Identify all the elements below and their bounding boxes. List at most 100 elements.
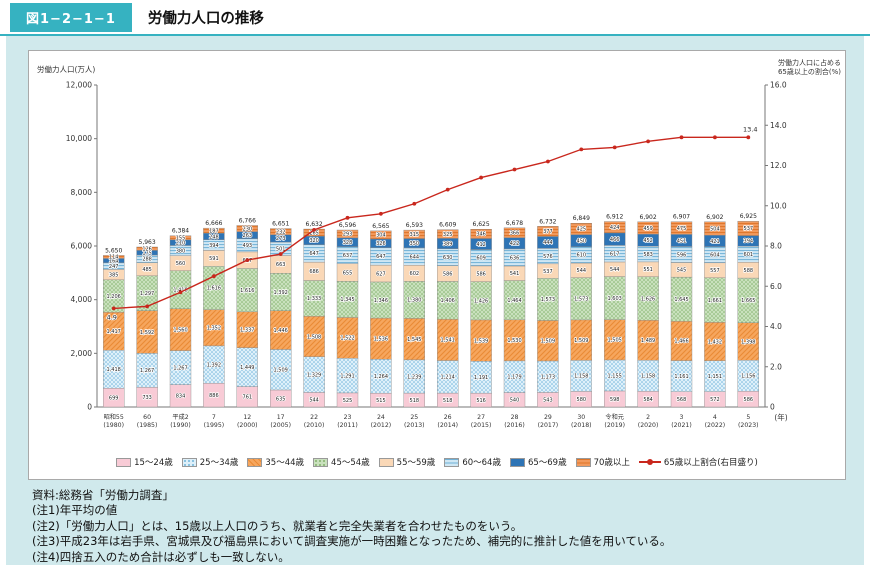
svg-text:350: 350 [410,241,420,247]
svg-text:1,297: 1,297 [140,291,154,297]
svg-text:452: 452 [643,238,653,244]
svg-text:385: 385 [109,272,119,278]
svg-text:1,380: 1,380 [407,298,421,304]
figure-number-badge: 図1−2−1−1 [10,2,132,32]
svg-text:1,173: 1,173 [541,374,555,380]
svg-text:(2020): (2020) [638,422,659,429]
svg-text:588: 588 [744,268,754,274]
svg-text:1,539: 1,539 [474,338,488,344]
legend-swatch [116,457,132,467]
svg-text:516: 516 [476,398,486,404]
svg-text:6,902: 6,902 [706,214,723,221]
svg-text:466: 466 [610,237,620,243]
svg-text:293: 293 [343,232,353,238]
svg-text:1,508: 1,508 [307,334,321,340]
svg-text:13.4: 13.4 [743,125,757,133]
svg-text:0: 0 [770,403,775,412]
svg-text:1,329: 1,329 [307,372,321,378]
svg-text:(1985): (1985) [137,422,158,429]
svg-text:733: 733 [142,395,152,401]
svg-text:644: 644 [410,254,420,260]
svg-text:630: 630 [443,255,453,261]
svg-text:647: 647 [309,251,319,257]
svg-text:10.0: 10.0 [770,201,787,210]
svg-text:493: 493 [243,243,253,249]
chart-panel: 0 2,000 4,000 6,000 8,000 10,000 12,000 0 2.0 4.0… [28,50,846,480]
legend-item-line: 65歳以上割合(右目盛り) [638,456,758,468]
legend-item: 15〜24歳 [116,456,173,468]
svg-text:1,418: 1,418 [107,367,121,373]
svg-text:114: 114 [109,255,119,261]
legend-swatch [313,457,329,467]
svg-text:544: 544 [610,267,620,273]
svg-text:5,650: 5,650 [105,247,122,254]
svg-text:17: 17 [277,414,285,421]
svg-text:1,158: 1,158 [641,374,655,380]
svg-text:450: 450 [577,238,587,244]
svg-text:1,267: 1,267 [173,365,187,371]
svg-text:1,267: 1,267 [140,368,154,374]
legend-swatch [509,457,525,467]
svg-text:1,264: 1,264 [374,374,388,380]
svg-text:886: 886 [209,393,219,399]
svg-text:60: 60 [143,414,151,421]
svg-text:164: 164 [109,258,119,264]
svg-text:(2018): (2018) [571,422,592,429]
svg-text:(年): (年) [774,412,787,422]
svg-text:583: 583 [643,252,653,258]
svg-text:(1980): (1980) [103,422,124,429]
svg-text:175: 175 [142,251,152,257]
svg-text:126: 126 [142,246,152,252]
svg-text:6,766: 6,766 [239,217,256,224]
svg-text:1,179: 1,179 [507,374,521,380]
svg-text:273: 273 [276,236,286,242]
legend-item: 25〜34歳 [181,456,239,468]
svg-text:26: 26 [444,414,452,421]
svg-text:584: 584 [643,397,653,403]
legend-label: 25〜34歳 [199,458,239,468]
svg-text:591: 591 [209,256,219,262]
svg-text:543: 543 [543,398,553,404]
svg-text:1,665: 1,665 [741,298,755,304]
svg-text:232: 232 [276,229,286,235]
svg-text:1,191: 1,191 [474,375,488,381]
legend-item: 45〜54歳 [313,456,370,468]
svg-text:1,603: 1,603 [608,296,622,302]
svg-text:7: 7 [212,414,216,421]
svg-text:(2011): (2011) [337,422,358,429]
svg-text:1,156: 1,156 [741,374,755,380]
svg-text:389: 389 [443,241,453,247]
svg-text:4,000: 4,000 [71,295,93,304]
source-line: 資料:総務省「労働力調査」 [32,488,174,502]
svg-text:28: 28 [511,414,519,421]
svg-text:304: 304 [376,233,386,239]
svg-text:2,000: 2,000 [71,349,93,358]
svg-text:265: 265 [309,230,319,236]
svg-text:187: 187 [209,228,219,234]
svg-text:1,573: 1,573 [541,297,555,303]
svg-text:155: 155 [176,236,186,242]
svg-text:27: 27 [477,414,485,421]
svg-text:1,661: 1,661 [708,298,722,304]
svg-text:(2021): (2021) [671,422,692,429]
svg-text:(2016): (2016) [504,422,525,429]
legend-label: 45〜54歳 [331,458,370,468]
svg-text:598: 598 [610,397,620,403]
svg-text:29: 29 [544,414,552,421]
svg-text:(1990): (1990) [170,422,191,429]
note-line: (注3)平成23年は岩手県、宮城県及び福島県において調査実施が一時困難となったた… [32,534,672,549]
svg-text:1,509: 1,509 [541,339,555,345]
svg-text:(2019): (2019) [604,422,625,429]
svg-text:5: 5 [746,414,750,421]
svg-text:1,509: 1,509 [274,368,288,374]
svg-text:1,206: 1,206 [107,294,121,300]
svg-text:288: 288 [142,257,152,263]
svg-text:1,541: 1,541 [441,338,455,344]
svg-text:247: 247 [109,264,119,270]
legend-item: 55〜59歳 [378,456,435,468]
svg-text:(2023): (2023) [738,422,759,429]
svg-text:655: 655 [343,270,353,276]
svg-text:1,449: 1,449 [240,365,254,371]
svg-text:8,000: 8,000 [71,188,93,197]
content-area: 0 2,000 4,000 6,000 8,000 10,000 12,000 0 2.0 4.0… [6,36,864,565]
